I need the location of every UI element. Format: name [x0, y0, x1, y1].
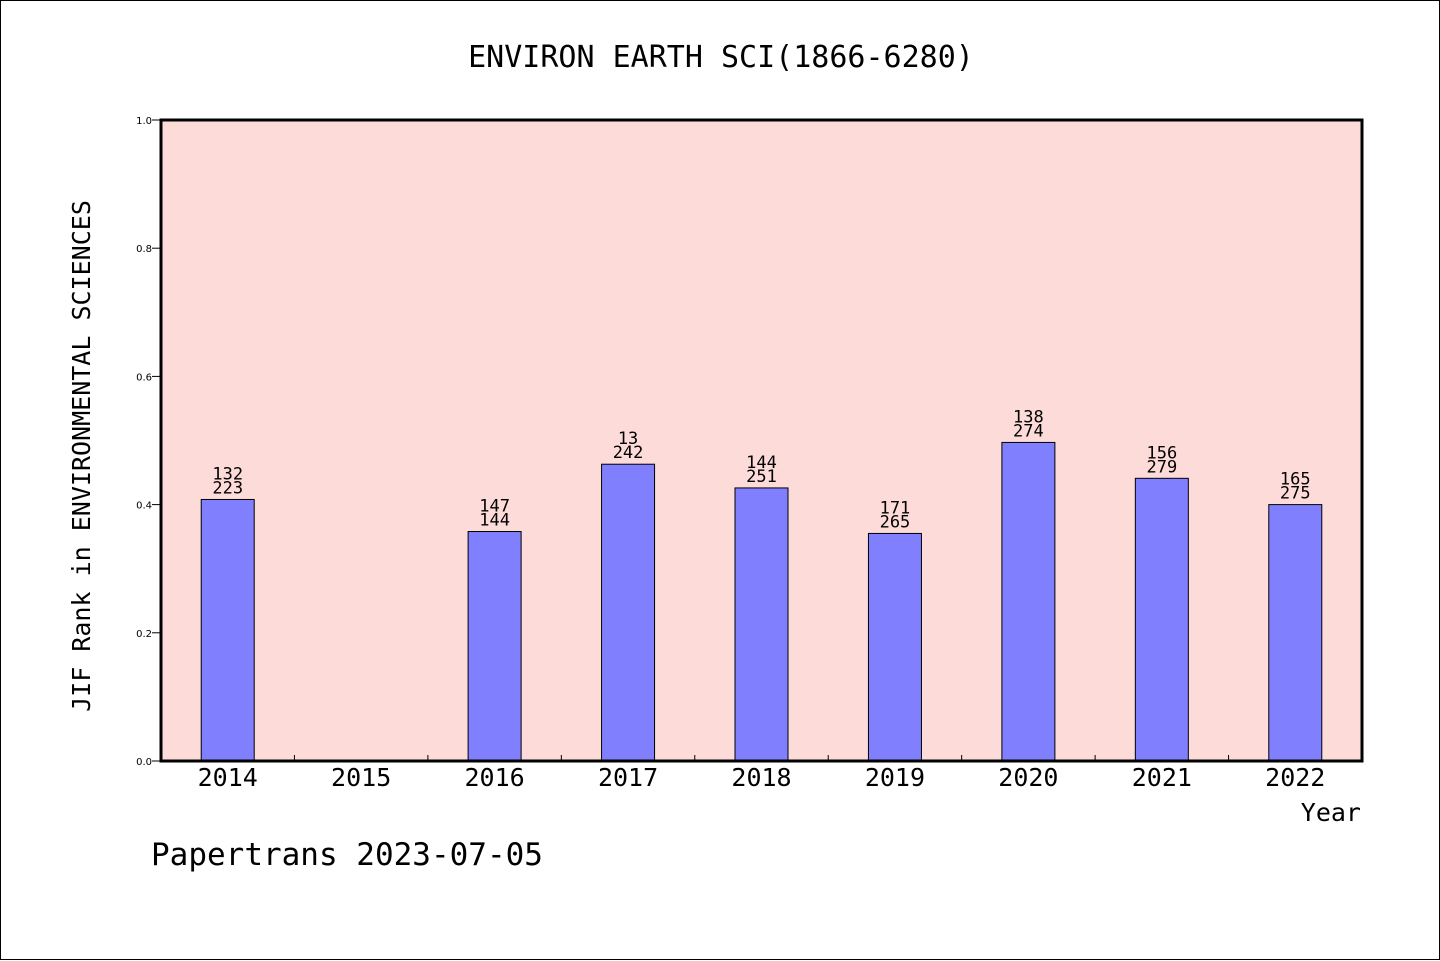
bar-label-bottom: 265: [880, 512, 911, 532]
bar-label-top: 165: [1280, 470, 1311, 490]
bar-label-top: 144: [746, 453, 777, 473]
bar-2021: [1134, 477, 1189, 762]
bar-label-bottom: 144: [479, 511, 510, 531]
bar-label-top: 13: [618, 429, 638, 449]
bars-group: [200, 441, 1323, 762]
x-tick-label: 2020: [998, 763, 1058, 792]
x-tick-label: 2019: [865, 763, 925, 792]
y-tick-label: 0.2: [136, 629, 152, 640]
y-axis: 0.0 0.2 0.4 0.6 0.8 1.0: [136, 116, 161, 768]
x-tick-label: 2018: [731, 763, 791, 792]
bar-label-bottom: 275: [1280, 484, 1311, 504]
bar-label-bottom: 279: [1146, 457, 1177, 477]
bar-label-bottom: 223: [212, 478, 243, 498]
plot-frame: [159, 118, 1364, 763]
y-tick-label: 1.0: [136, 116, 152, 127]
bar-label-top: 138: [1013, 407, 1044, 427]
chart-title: ENVIRON EARTH SCI(1866-6280): [468, 40, 974, 75]
bar-label-top: 132: [212, 464, 243, 484]
x-tick-label: 2017: [598, 763, 658, 792]
footer-credit: Papertrans 2023-07-05: [151, 837, 543, 873]
bar-label-bottom: 251: [746, 467, 777, 487]
bar-2016: [467, 531, 522, 762]
bar-2017: [601, 463, 656, 762]
bar-2020: [1001, 441, 1056, 762]
y-tick-label: 0.8: [136, 244, 152, 255]
x-tick-label: 2014: [198, 763, 258, 792]
y-tick-label: 0.4: [136, 501, 152, 512]
bar-2018: [734, 487, 789, 762]
bar-label-bottom: 242: [613, 443, 644, 463]
x-tick-label: 2021: [1132, 763, 1192, 792]
x-tick-label: 2015: [331, 763, 391, 792]
bar-label-top: 147: [479, 497, 510, 517]
bar-2022: [1268, 504, 1323, 762]
bar-2019: [867, 532, 922, 762]
x-axis: 2014 2015 2016 2017 2018 2019 2020 2021 2022: [198, 755, 1325, 792]
x-tick-label: 2022: [1265, 763, 1325, 792]
x-tick-label: 2016: [465, 763, 525, 792]
bar-2014: [200, 498, 255, 762]
bar-label-bottom: 274: [1013, 421, 1044, 441]
x-axis-label: Year: [1301, 798, 1361, 827]
bar-label-top: 156: [1146, 443, 1177, 463]
bar-label-top: 171: [880, 498, 911, 518]
y-axis-label: JIF Rank in ENVIRONMENTAL SCIENCES: [67, 200, 96, 712]
y-tick-label: 0.6: [136, 372, 152, 383]
y-tick-label: 0.0: [136, 757, 152, 768]
